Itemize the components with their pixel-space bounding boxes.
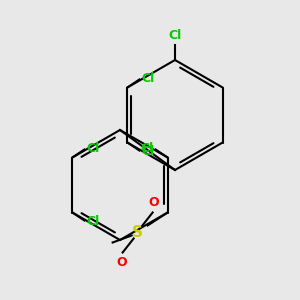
Text: O: O: [148, 196, 159, 208]
Text: Cl: Cl: [141, 72, 154, 85]
Text: Cl: Cl: [86, 215, 100, 228]
Text: S: S: [132, 225, 143, 240]
Text: Cl: Cl: [168, 29, 182, 42]
Text: Cl: Cl: [140, 142, 154, 155]
Text: Cl: Cl: [141, 145, 154, 158]
Text: Cl: Cl: [86, 142, 100, 155]
Text: O: O: [116, 256, 127, 269]
